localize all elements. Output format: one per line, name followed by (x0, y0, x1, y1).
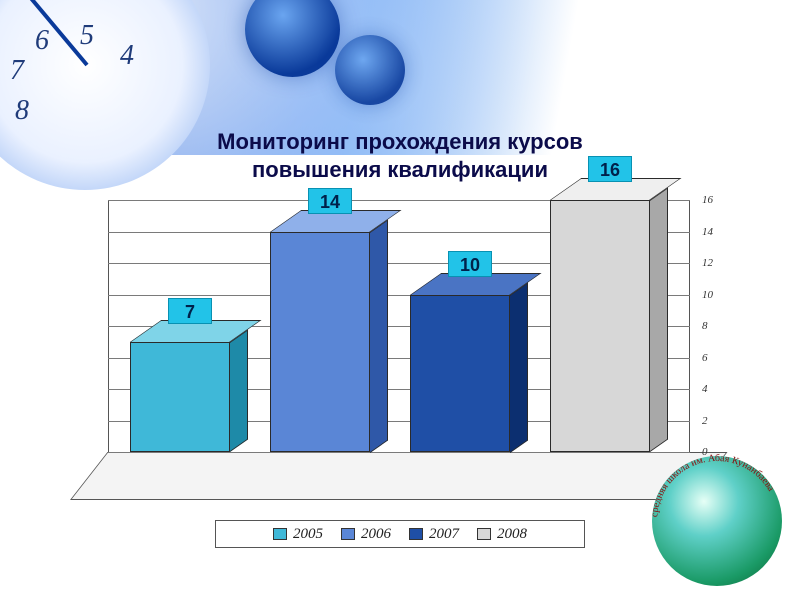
y-axis-tick-label: 10 (702, 289, 713, 301)
legend-swatch (409, 528, 423, 540)
svg-text:средняя школа им. Абая Кунанб: средняя школа им. Абая Кунанбаева (649, 453, 777, 518)
clock-numeral: 4 (120, 40, 134, 72)
y-axis-tick-label: 14 (702, 226, 713, 238)
gear-icon (335, 35, 405, 105)
bar-2008 (550, 200, 650, 452)
legend-swatch (341, 528, 355, 540)
bar-value-label: 10 (448, 251, 492, 277)
y-axis-tick-label: 2 (702, 415, 708, 427)
chart-legend: 2005 2006 2007 2008 (215, 520, 585, 548)
clock-numeral: 8 (15, 95, 29, 127)
bar-value-label: 7 (168, 298, 212, 324)
gear-icon (245, 0, 340, 77)
legend-item: 2007 (409, 526, 459, 543)
legend-swatch (477, 528, 491, 540)
clock-numeral: 6 (35, 25, 49, 57)
page-title: Мониторинг прохождения курсов повышения … (0, 128, 800, 183)
legend-swatch (273, 528, 287, 540)
bar-value-label: 14 (308, 188, 352, 214)
legend-label: 2006 (361, 526, 391, 543)
bar-side (650, 187, 668, 452)
legend-item: 2005 (273, 526, 323, 543)
y-axis-tick-label: 6 (702, 352, 708, 364)
clock-numeral: 5 (80, 20, 94, 52)
y-axis-tick-label: 12 (702, 257, 713, 269)
bar-2007 (410, 295, 510, 453)
bar-side (370, 219, 388, 452)
school-logo: средняя школа им. Абая Кунанбаева (652, 456, 782, 586)
y-axis-tick-label: 4 (702, 383, 708, 395)
bar-chart-3d: 0246810121416 7141016 (70, 200, 730, 500)
bar-side (510, 282, 528, 452)
bar-front (550, 200, 650, 452)
legend-label: 2005 (293, 526, 323, 543)
legend-item: 2008 (477, 526, 527, 543)
y-axis-tick-label: 8 (702, 320, 708, 332)
bar-value-label: 16 (588, 156, 632, 182)
clock-numeral: 7 (10, 55, 24, 87)
bar-2006 (270, 232, 370, 453)
legend-label: 2008 (497, 526, 527, 543)
chart-gridline (108, 452, 690, 453)
title-line-2: повышения квалификации (252, 157, 548, 182)
legend-item: 2006 (341, 526, 391, 543)
legend-label: 2007 (429, 526, 459, 543)
logo-text-arc: средняя школа им. Абая Кунанбаева (642, 446, 792, 596)
bar-side (230, 329, 248, 452)
chart-floor (70, 452, 728, 500)
y-axis-tick-label: 16 (702, 194, 713, 206)
title-line-1: Мониторинг прохождения курсов (217, 129, 583, 154)
bar-front (130, 342, 230, 452)
bar-front (410, 295, 510, 453)
bar-2005 (130, 342, 230, 452)
bar-front (270, 232, 370, 453)
